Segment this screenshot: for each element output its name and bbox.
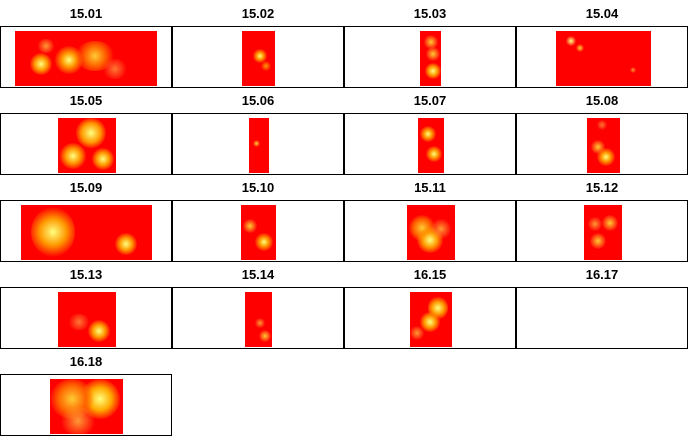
- panel-frame: [516, 26, 688, 88]
- panel-title: 15.10: [241, 180, 275, 195]
- panel-frame: [0, 26, 172, 88]
- hotspot: [597, 148, 615, 166]
- hotspot: [597, 120, 607, 130]
- heatmap-image: [242, 31, 275, 86]
- panel-title: 15.08: [585, 93, 619, 108]
- panel-frame: [516, 113, 688, 175]
- heatmap-image: [587, 118, 620, 173]
- panel-frame: [172, 287, 344, 349]
- hotspot: [60, 407, 96, 434]
- panel-frame: [0, 287, 172, 349]
- hotspot: [425, 63, 441, 79]
- hotspot: [255, 318, 265, 328]
- heatmap-image: [21, 205, 152, 260]
- hotspot: [60, 143, 86, 169]
- panel-title: 15.03: [413, 6, 447, 21]
- panel-frame: [344, 113, 516, 175]
- panel-frame: [172, 26, 344, 88]
- hotspot: [431, 219, 451, 239]
- panel-title: 16.15: [413, 267, 447, 282]
- hotspot: [88, 320, 110, 342]
- hotspot: [68, 314, 90, 330]
- panel-title: 15.07: [413, 93, 447, 108]
- panel-frame: [344, 287, 516, 349]
- hotspot: [103, 59, 127, 79]
- panel-frame: [344, 200, 516, 262]
- hotspot: [426, 47, 440, 61]
- hotspot: [37, 39, 55, 53]
- panel-title: 15.13: [69, 267, 103, 282]
- panel-frame: [172, 200, 344, 262]
- panel-title: 15.06: [241, 93, 275, 108]
- hotspot: [253, 140, 260, 147]
- panel-title: 15.05: [69, 93, 103, 108]
- panel-title: 15.11: [414, 180, 446, 195]
- hotspot: [566, 36, 576, 46]
- panel-title: 15.09: [69, 180, 103, 195]
- heatmap-image: [58, 292, 116, 347]
- heatmap-image: [420, 31, 441, 86]
- hotspot: [259, 330, 271, 342]
- hotspot: [630, 67, 636, 73]
- heatmap-image: [407, 205, 455, 260]
- hotspot: [420, 126, 436, 142]
- panel-title: 15.01: [69, 6, 103, 21]
- hotspot: [92, 148, 114, 170]
- hotspot: [424, 35, 438, 49]
- panel-title: 16.17: [585, 267, 619, 282]
- heatmap-image: [418, 118, 444, 173]
- heatmap-image: [15, 31, 157, 86]
- heatmap-image: [245, 292, 272, 347]
- heatmap-image: [249, 118, 269, 173]
- hotspot: [590, 233, 606, 249]
- panel-title: 15.02: [241, 6, 275, 21]
- panel-title: 15.04: [585, 6, 619, 21]
- hotspot: [253, 49, 267, 63]
- hotspot: [243, 219, 257, 233]
- hotspot: [30, 53, 52, 75]
- heatmap-image: [58, 118, 116, 173]
- panel-frame: [172, 113, 344, 175]
- panel-title: 16.18: [69, 354, 103, 369]
- heatmap-image: [410, 292, 452, 347]
- panel-frame: [516, 200, 688, 262]
- hotspot: [576, 44, 584, 52]
- panel-title: 15.14: [241, 267, 275, 282]
- heatmap-image: [50, 379, 123, 434]
- hotspot: [255, 233, 273, 251]
- hotspot: [261, 61, 271, 71]
- panel-frame: [0, 200, 172, 262]
- panel-title: 15.12: [585, 180, 619, 195]
- hotspot: [420, 312, 440, 332]
- hotspot: [588, 217, 602, 231]
- heatmap-image: [556, 31, 651, 86]
- hotspot: [410, 326, 424, 340]
- panel-frame: [516, 287, 688, 349]
- hotspot: [426, 146, 442, 162]
- hotspot: [115, 233, 137, 255]
- panel-frame: [0, 113, 172, 175]
- hotspot: [602, 215, 618, 231]
- heatmap-image: [584, 205, 622, 260]
- panel-frame: [344, 26, 516, 88]
- hotspot: [31, 207, 75, 257]
- hotspot: [76, 118, 106, 148]
- panel-frame: [0, 374, 172, 436]
- heatmap-image: [241, 205, 276, 260]
